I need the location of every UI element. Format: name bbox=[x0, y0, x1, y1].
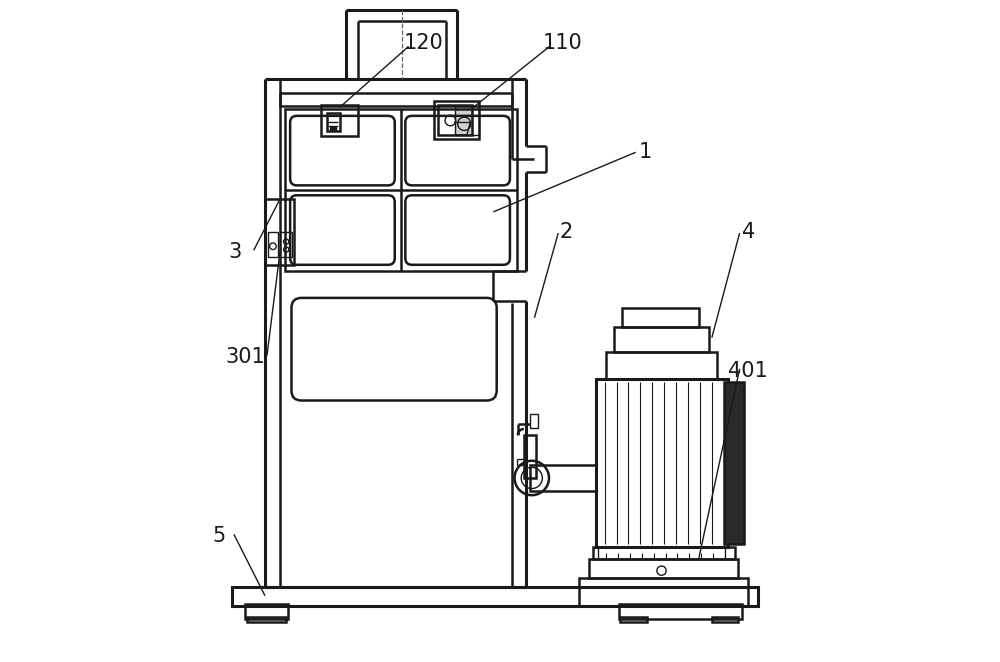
Bar bbox=[455, 106, 479, 135]
Bar bbox=[619, 604, 742, 619]
Bar bbox=[280, 232, 292, 257]
Bar bbox=[579, 578, 748, 606]
Bar bbox=[438, 105, 472, 135]
Text: 4: 4 bbox=[742, 222, 755, 242]
Bar bbox=[596, 379, 728, 547]
Text: 2: 2 bbox=[560, 222, 573, 242]
Bar bbox=[265, 199, 294, 265]
Bar bbox=[247, 617, 286, 622]
Text: 401: 401 bbox=[728, 361, 768, 381]
Bar bbox=[622, 308, 699, 327]
Bar bbox=[596, 379, 728, 547]
Bar bbox=[593, 547, 735, 559]
Bar bbox=[530, 465, 596, 491]
Polygon shape bbox=[455, 106, 472, 135]
Bar bbox=[268, 232, 278, 257]
Bar bbox=[614, 327, 709, 352]
Text: 1: 1 bbox=[639, 142, 652, 162]
Bar bbox=[620, 617, 647, 622]
Bar bbox=[327, 113, 340, 131]
Polygon shape bbox=[330, 127, 336, 130]
Bar bbox=[434, 101, 479, 139]
Bar bbox=[724, 382, 744, 544]
Bar bbox=[245, 604, 288, 619]
Bar bbox=[280, 79, 512, 106]
Text: 3: 3 bbox=[229, 242, 242, 261]
Bar bbox=[285, 109, 517, 271]
Bar bbox=[530, 414, 538, 428]
Bar bbox=[524, 435, 536, 478]
Text: 5: 5 bbox=[212, 526, 225, 546]
Bar bbox=[712, 617, 738, 622]
Bar bbox=[321, 105, 358, 136]
Text: 301: 301 bbox=[225, 348, 265, 367]
Bar bbox=[232, 587, 758, 606]
Bar bbox=[589, 559, 738, 578]
Text: 110: 110 bbox=[543, 33, 583, 53]
Text: 120: 120 bbox=[404, 33, 444, 53]
Bar bbox=[606, 352, 717, 379]
